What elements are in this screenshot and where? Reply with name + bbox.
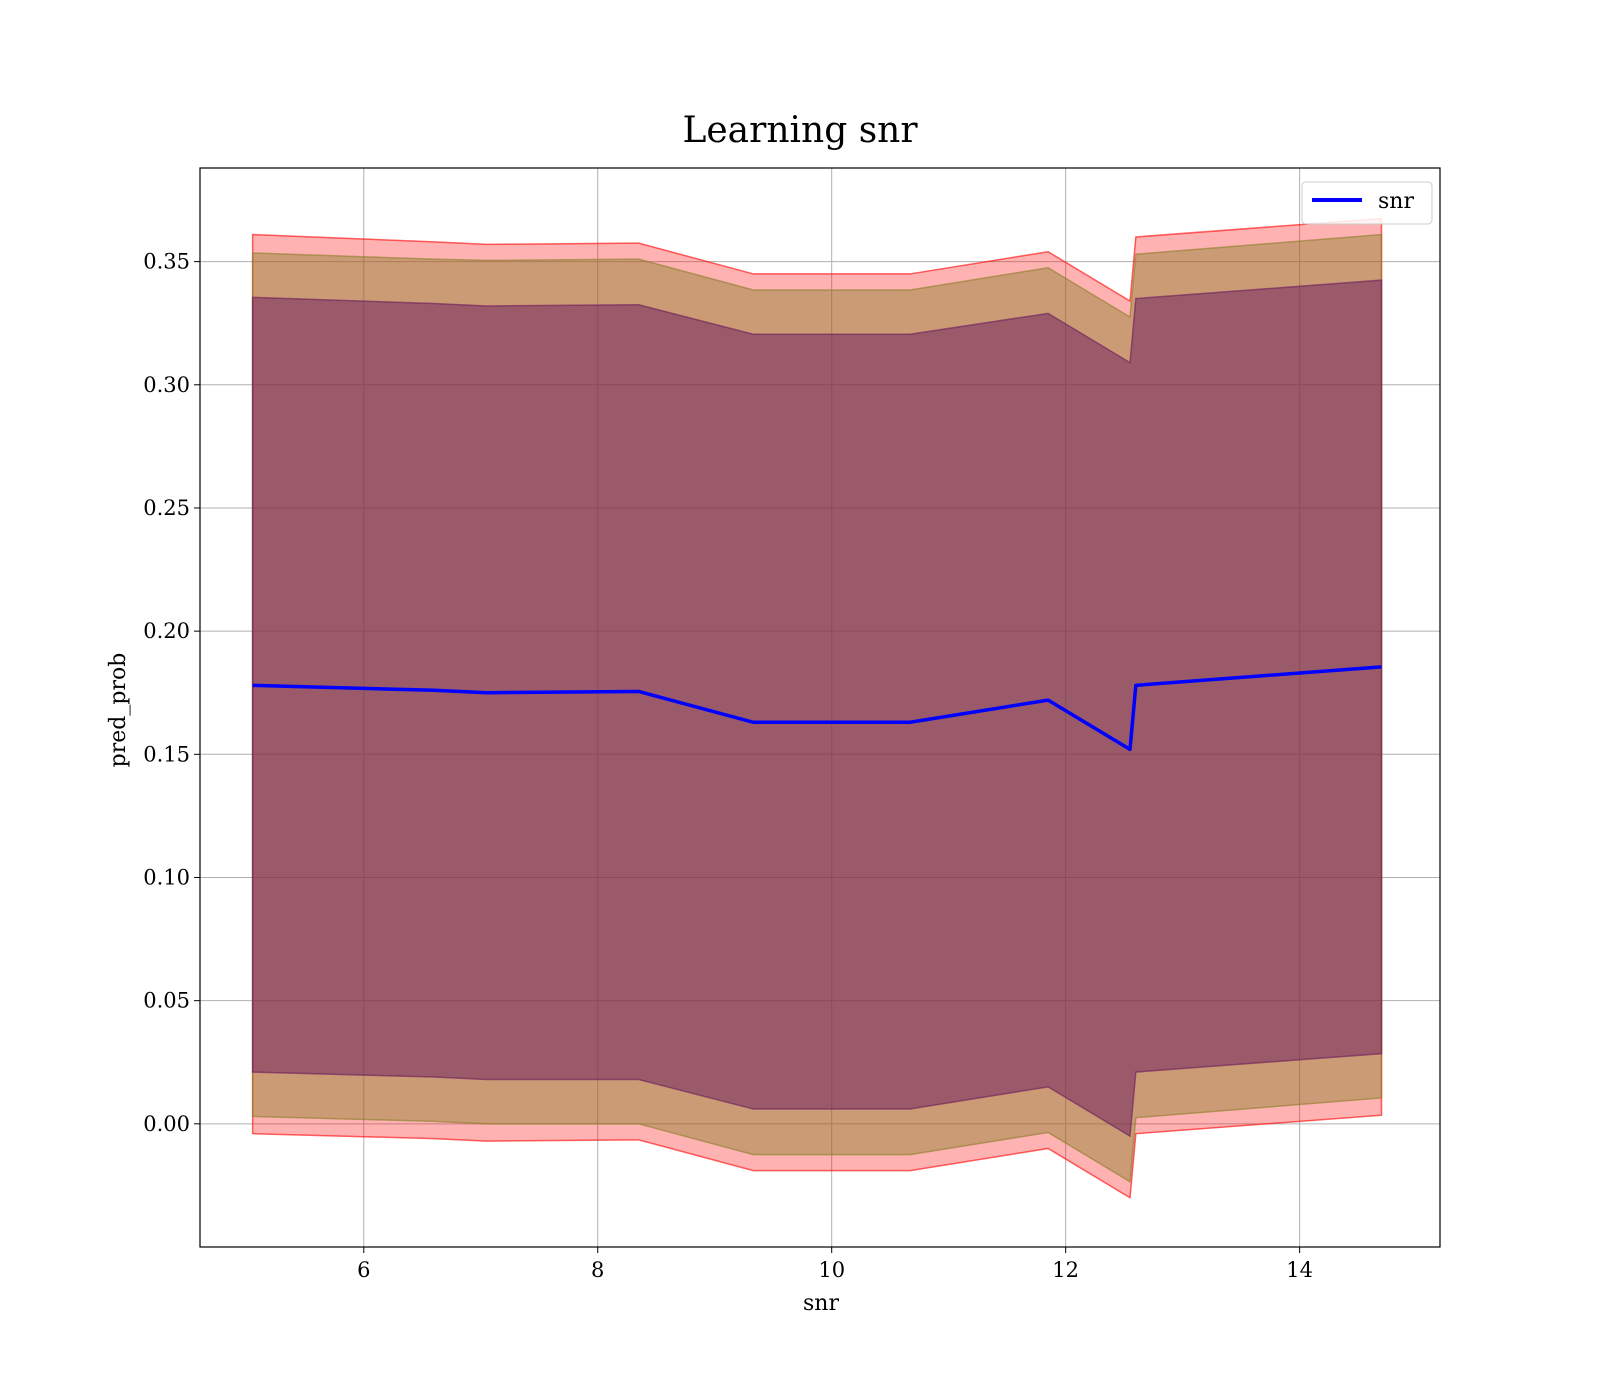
y-tick-label: 0.20 xyxy=(143,619,190,643)
y-axis-label: pred_prob xyxy=(106,653,131,768)
x-tick-label: 6 xyxy=(357,1258,370,1282)
y-tick-label: 0.30 xyxy=(143,373,190,397)
confidence-bands xyxy=(251,217,1383,1199)
y-tick-label: 0.15 xyxy=(143,742,190,766)
y-tick-label: 0.00 xyxy=(143,1112,190,1136)
series-line-snr xyxy=(252,665,1382,752)
series-lines xyxy=(252,665,1382,752)
x-tick-label: 14 xyxy=(1286,1258,1313,1282)
legend: snr xyxy=(1301,181,1433,225)
y-tick-label: 0.25 xyxy=(143,496,190,520)
x-tick-label: 12 xyxy=(1052,1258,1079,1282)
y-tick-label: 0.05 xyxy=(143,989,190,1013)
plot-frame xyxy=(199,167,1441,1248)
y-tick-label: 0.35 xyxy=(143,250,190,274)
legend-box xyxy=(1301,181,1433,225)
x-tick-label: 10 xyxy=(818,1258,845,1282)
chart-title: Learning snr xyxy=(682,110,918,151)
y-tick-label: 0.10 xyxy=(143,865,190,889)
x-tick-label: 8 xyxy=(591,1258,604,1282)
x-axis-label: snr xyxy=(803,1291,839,1316)
axis-ticks: 6 8 10 12 14 0.00 0.05 0.10 0.15 0.20 0.25 0.30 0.35 xyxy=(143,250,1313,1282)
legend-label-snr: snr xyxy=(1378,189,1414,214)
band-inner xyxy=(251,279,1383,1138)
